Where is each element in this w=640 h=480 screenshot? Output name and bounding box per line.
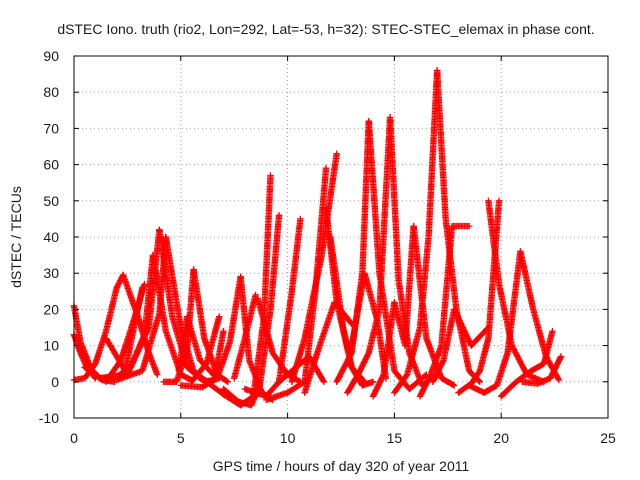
- series-markers: [113, 233, 169, 384]
- series-markers: [96, 226, 163, 382]
- data-series: [429, 306, 492, 385]
- y-tick-label: 50: [43, 193, 59, 209]
- data-series: [391, 67, 441, 396]
- series-markers: [327, 233, 377, 389]
- x-tick-label: 5: [177, 430, 185, 446]
- data-series: [498, 327, 556, 400]
- data-series: [519, 353, 565, 387]
- y-tick-label: 90: [43, 48, 59, 64]
- y-tick-label: 10: [43, 338, 59, 354]
- y-axis-label: dSTEC / TECUs: [8, 186, 24, 288]
- x-axis-label: GPS time / hours of day 320 of year 2011: [213, 458, 470, 474]
- series-markers: [416, 222, 473, 400]
- y-tick-label: 70: [43, 120, 59, 136]
- series-markers: [429, 306, 492, 385]
- series-markers: [175, 313, 227, 380]
- y-tick-label: -10: [39, 410, 59, 426]
- series-markers: [466, 248, 524, 396]
- axis-ticks: 0 5 10 15 20 25 -10 0 10 20 30 40 50 60 70 80 90: [39, 48, 616, 446]
- x-tick-label: 20: [493, 430, 509, 446]
- series-markers: [391, 67, 441, 396]
- data-markers: [70, 67, 565, 409]
- data-series: [188, 313, 223, 385]
- y-tick-label: 80: [43, 84, 59, 100]
- series-markers: [231, 291, 259, 382]
- data-series: [466, 248, 524, 396]
- data-series: [301, 299, 355, 396]
- series-markers: [519, 353, 565, 387]
- data-series: [96, 226, 163, 382]
- data-series: [416, 222, 473, 400]
- data-series: [369, 222, 417, 400]
- series-markers: [188, 313, 223, 385]
- series-markers: [369, 222, 417, 400]
- data-series: [327, 233, 377, 389]
- data-series: [175, 313, 227, 380]
- series-markers: [498, 327, 556, 400]
- chart-title: dSTEC Iono. truth (rio2, Lon=292, Lat=-5…: [57, 21, 594, 37]
- series-markers: [301, 299, 355, 396]
- x-tick-label: 10: [280, 430, 296, 446]
- x-tick-label: 0: [70, 430, 78, 446]
- x-tick-label: 25: [600, 430, 616, 446]
- data-series: [190, 266, 231, 385]
- series-markers: [190, 266, 231, 385]
- y-tick-label: 30: [43, 265, 59, 281]
- x-tick-label: 15: [387, 430, 403, 446]
- data-series: [231, 291, 259, 382]
- y-tick-label: 20: [43, 301, 59, 317]
- y-tick-label: 0: [51, 374, 59, 390]
- y-tick-label: 60: [43, 157, 59, 173]
- y-tick-label: 40: [43, 229, 59, 245]
- data-series: [113, 233, 169, 384]
